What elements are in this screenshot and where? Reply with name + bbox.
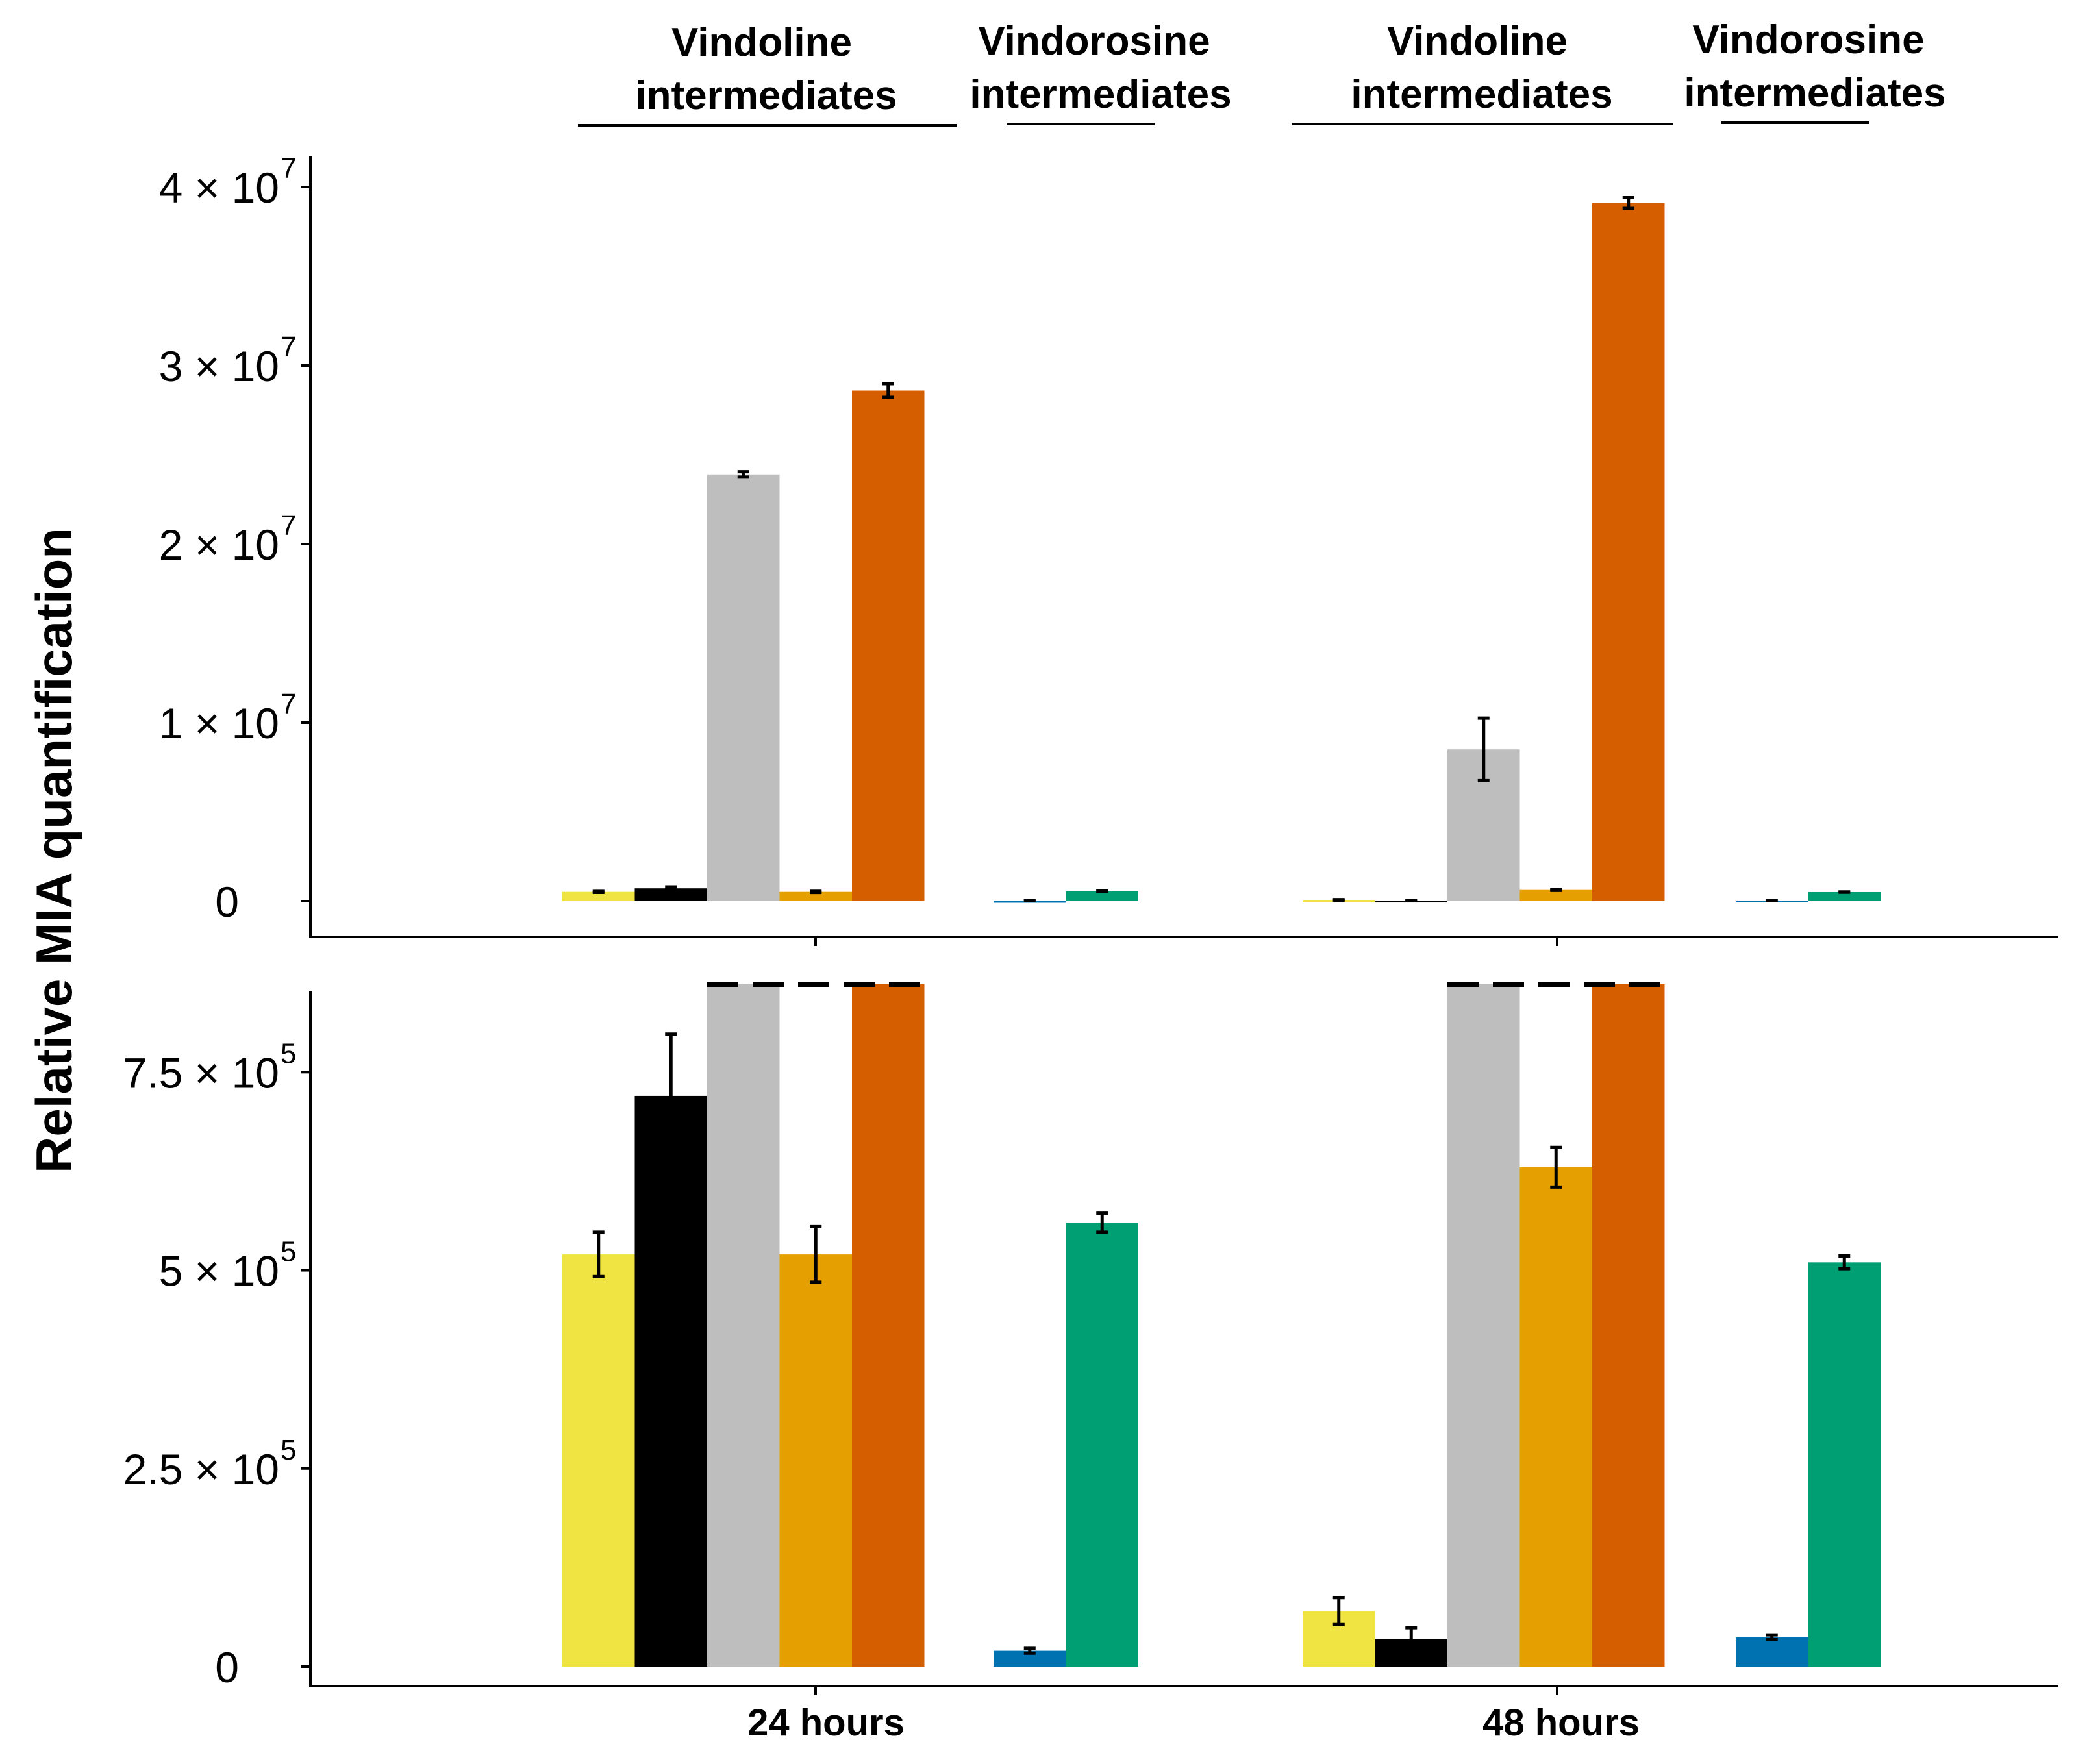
bar-48h-blue <box>1736 1637 1808 1667</box>
bar-24h-black <box>634 888 707 901</box>
bar-24h-vermillion <box>852 390 925 901</box>
y-tick-label-2: 2 × 10 <box>159 521 279 569</box>
y-tick-label-1: 1 × 10 <box>159 699 279 747</box>
y-tick-label-0: 0 <box>215 1643 239 1691</box>
bar-24h-green <box>1066 891 1138 901</box>
top-panel: 01 × 10 72 × 10 73 × 10 74 × 10 7 <box>159 153 2058 946</box>
y-tick-label-4: 4 × 10 <box>159 164 279 212</box>
group-label-vindoline-48h-line2: intermediates <box>1351 72 1612 117</box>
bar-24h-black <box>634 1095 707 1667</box>
group-label-vindorosine-48h-line1: Vindorosine <box>1692 18 1924 62</box>
y-axis-title: Relative MIA quantification <box>25 528 82 1173</box>
y-tick-exponent-3: 7 <box>281 331 296 363</box>
bar-48h-grey <box>1447 984 1520 1667</box>
y-tick-exponent-1: 5 <box>281 1434 296 1466</box>
y-tick-exponent-1: 7 <box>281 688 296 720</box>
y-tick-label-3: 3 × 10 <box>159 342 279 390</box>
group-label-vindorosine-24h-line2: intermediates <box>969 72 1231 117</box>
y-tick-label-2: 5 × 10 <box>159 1247 279 1295</box>
bar-24h-grey <box>707 984 780 1667</box>
bar-24h-yellow <box>562 1254 635 1667</box>
group-labels: Vindoline intermediates Vindorosine inte… <box>578 18 1946 127</box>
y-tick-exponent-2: 5 <box>281 1236 296 1268</box>
y-tick-exponent-2: 7 <box>281 510 296 541</box>
group-label-vindorosine-48h-line2: intermediates <box>1684 71 1945 116</box>
bar-48h-vermillion <box>1592 203 1665 901</box>
group-label-vindoline-24h-line2: intermediates <box>635 73 897 118</box>
group-label-vindoline-24h-line1: Vindoline <box>671 20 852 65</box>
bar-24h-vermillion <box>852 984 925 1667</box>
y-tick-label-3: 7.5 × 10 <box>123 1049 279 1097</box>
bar-24h-orange <box>779 1254 852 1667</box>
y-tick-exponent-4: 7 <box>281 153 296 184</box>
bar-24h-yellow <box>562 891 635 901</box>
bar-48h-green <box>1808 891 1881 901</box>
bar-48h-green <box>1808 1262 1881 1667</box>
bar-24h-orange <box>779 891 852 901</box>
bottom-panel: 02.5 × 10 55 × 10 57.5 × 10 5 <box>123 982 2058 1695</box>
x-label-24h: 24 hours <box>747 1702 905 1744</box>
bar-24h-grey <box>707 474 780 901</box>
bar-48h-vermillion <box>1592 984 1665 1667</box>
bar-48h-orange <box>1519 1167 1592 1667</box>
group-label-vindoline-48h-line1: Vindoline <box>1387 19 1568 64</box>
group-label-vindorosine-24h-line1: Vindorosine <box>978 19 1210 64</box>
y-tick-label-0: 0 <box>215 878 239 926</box>
y-tick-exponent-3: 5 <box>281 1037 296 1069</box>
y-tick-label-1: 2.5 × 10 <box>123 1445 279 1493</box>
bar-24h-green <box>1066 1223 1138 1667</box>
x-label-48h: 48 hours <box>1482 1702 1640 1744</box>
bar-48h-orange <box>1519 889 1592 901</box>
